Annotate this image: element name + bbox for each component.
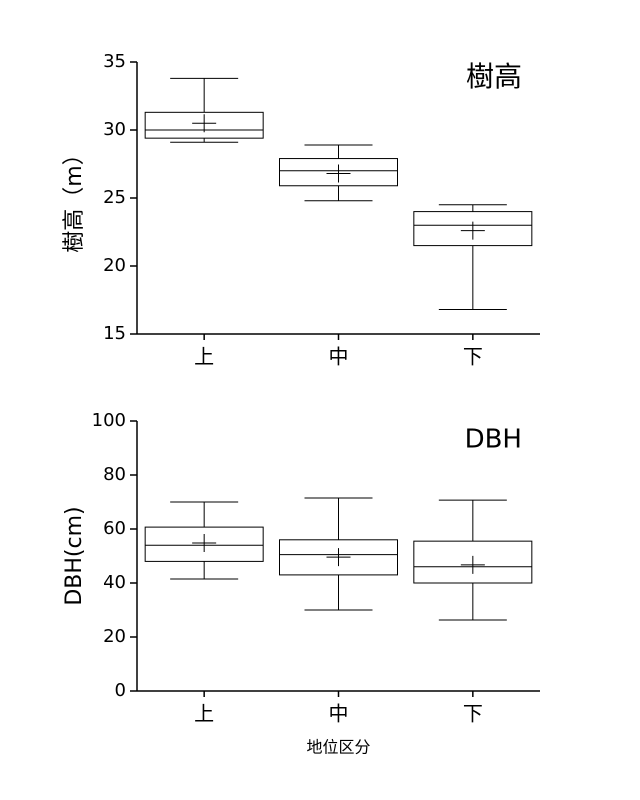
mean-marker: [460, 555, 485, 574]
x-tick-label: 下: [463, 702, 483, 726]
x-tick-label: 上: [194, 345, 214, 369]
box: [144, 526, 264, 562]
y-tick-label: 20: [103, 255, 126, 276]
y-tick-label: 100: [92, 410, 126, 431]
x-tick-label: 中: [329, 345, 349, 369]
mean-marker: [326, 548, 351, 567]
y-tick-label: 20: [103, 626, 126, 647]
box: [413, 540, 533, 584]
y-tick-label: 60: [103, 518, 126, 539]
y-axis-label: 樹高（m）: [62, 143, 87, 252]
y-tick-label: 40: [103, 572, 126, 593]
chart-title: 樹高: [466, 60, 522, 93]
y-tick-label: 30: [103, 119, 126, 140]
chart-title: DBH: [465, 425, 522, 455]
y-tick-label: 15: [103, 323, 126, 344]
x-tick-label: 上: [194, 702, 214, 726]
y-axis-label: DBH(cm): [62, 506, 87, 605]
box: [144, 111, 264, 139]
y-tick-label: 25: [103, 187, 126, 208]
y-tick-label: 80: [103, 464, 126, 485]
x-axis-label: 地位区分: [306, 738, 370, 757]
box: [279, 539, 398, 576]
mean-marker: [460, 221, 485, 240]
x-tick-label: 中: [329, 702, 349, 726]
y-tick-label: 0: [115, 680, 126, 701]
mean-marker: [326, 164, 351, 183]
mean-marker: [192, 534, 217, 553]
mean-marker: [192, 114, 217, 133]
box: [413, 211, 533, 247]
x-tick-label: 下: [463, 345, 483, 369]
box: [279, 158, 398, 187]
y-tick-label: 35: [103, 51, 126, 72]
